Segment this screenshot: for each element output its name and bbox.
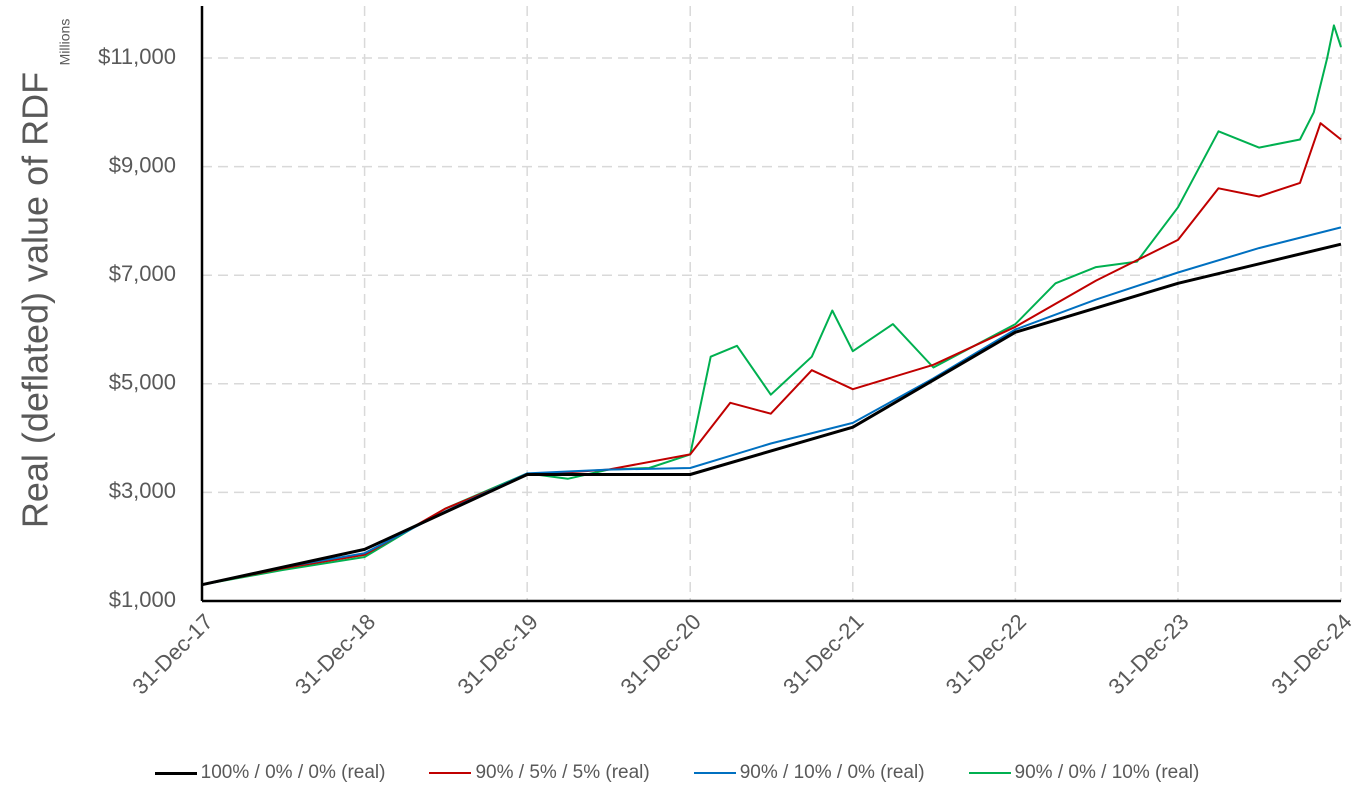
legend-swatch-black [154, 771, 197, 775]
y-tick-label: $7,000 [109, 261, 176, 286]
legend-label: 100% / 0% / 0% (real) [200, 762, 386, 783]
x-tick-label: 31-Dec-22 [941, 609, 1031, 699]
y-tick-label: $1,000 [109, 587, 176, 612]
series-line-1 [201, 122, 1342, 586]
legend-swatch-red [429, 772, 472, 774]
x-tick-label: 31-Dec-18 [290, 609, 380, 699]
legend-label: 90% / 0% / 10% (real) [1014, 762, 1200, 783]
x-tick-label: 31-Dec-17 [127, 609, 217, 699]
x-tick-label: 31-Dec-23 [1103, 609, 1193, 699]
x-tick-label: 31-Dec-19 [453, 609, 543, 699]
x-tick-label: 31-Dec-21 [778, 609, 868, 699]
legend-item-red: 90% / 5% / 5% (real) [429, 762, 650, 784]
y-tick-label: $5,000 [109, 370, 176, 395]
y-axis-title: Real (deflated) value of RDF [15, 72, 56, 528]
y-tick-labels: $1,000 $3,000 $5,000 $7,000 $9,000 $11,000 [98, 44, 176, 612]
series-lines [201, 24, 1342, 587]
legend-swatch-blue [693, 772, 736, 774]
y-axis-units: Millions [57, 19, 73, 66]
series-line-0 [201, 242, 1342, 587]
x-tick-label: 31-Dec-24 [1266, 609, 1354, 699]
series-line-2 [201, 226, 1342, 586]
y-tick-label: $9,000 [109, 152, 176, 177]
y-tick-label: $11,000 [98, 44, 176, 69]
legend-item-green: 90% / 0% / 10% (real) [968, 762, 1200, 784]
legend-item-blue: 90% / 10% / 0% (real) [693, 762, 925, 784]
x-tick-labels: 31-Dec-17 31-Dec-18 31-Dec-19 31-Dec-20 31-D… [127, 609, 1354, 699]
legend-item-black: 100% / 0% / 0% (real) [154, 762, 386, 784]
legend-label: 90% / 5% / 5% (real) [475, 762, 650, 783]
legend-label: 90% / 10% / 0% (real) [739, 762, 925, 783]
chart-legend: 100% / 0% / 0% (real) 90% / 5% / 5% (rea… [0, 756, 1354, 790]
series-line-3 [201, 24, 1342, 586]
y-tick-label: $3,000 [109, 478, 176, 503]
grid-lines [202, 6, 1342, 601]
x-tick-label: 31-Dec-20 [616, 609, 706, 699]
legend-swatch-green [968, 772, 1011, 774]
